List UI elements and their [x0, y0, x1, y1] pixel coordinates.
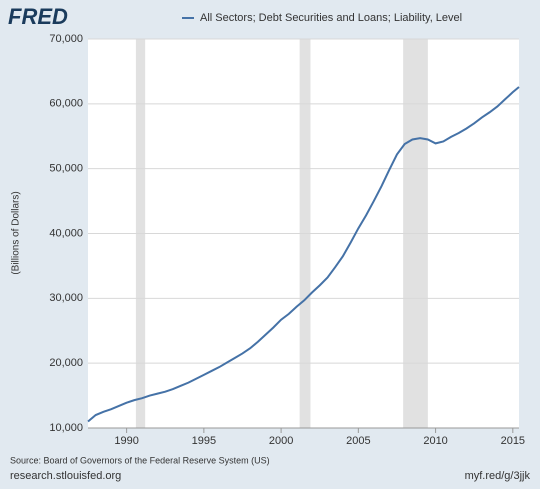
y-axis-label: (Billions of Dollars)	[11, 191, 22, 274]
short-link: myf.red/g/3jjk	[465, 470, 531, 482]
y-tick-label: 20,000	[49, 357, 83, 369]
x-tick-label: 2005	[346, 435, 370, 447]
y-tick-label: 50,000	[49, 163, 83, 175]
y-tick-label: 70,000	[49, 33, 83, 45]
y-tick-label: 40,000	[49, 227, 83, 239]
x-tick-label: 2000	[269, 435, 293, 447]
x-tick-label: 2010	[423, 435, 447, 447]
y-tick-label: 30,000	[49, 292, 83, 304]
x-tick-label: 1995	[192, 435, 216, 447]
logo: FRED	[8, 4, 68, 29]
source: Source: Board of Governors of the Federa…	[10, 455, 270, 465]
legend-label: All Sectors; Debt Securities and Loans; …	[200, 12, 462, 24]
x-tick-label: 2015	[501, 435, 525, 447]
data-line	[87, 86, 520, 423]
y-tick-label: 10,000	[49, 422, 83, 434]
site: research.stlouisfed.org	[10, 470, 121, 482]
y-tick-label: 60,000	[49, 98, 83, 110]
x-tick-label: 1990	[114, 435, 138, 447]
